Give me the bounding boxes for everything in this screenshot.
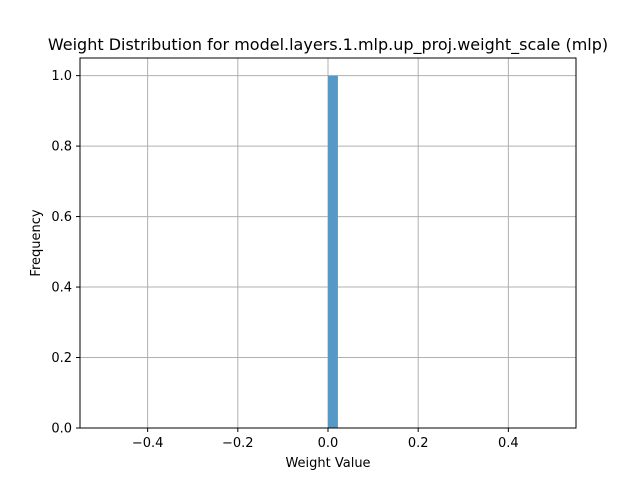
x-tick-label: −0.4 <box>132 436 164 451</box>
histogram-bar <box>328 75 338 428</box>
x-axis-label: Weight Value <box>285 456 370 471</box>
y-tick-label: 0.4 <box>51 281 72 296</box>
y-tick-label: 1.0 <box>51 69 72 84</box>
chart-title: Weight Distribution for model.layers.1.m… <box>48 35 608 55</box>
x-ticks: −0.4 −0.2 0.0 0.2 0.4 <box>132 428 519 451</box>
y-tick-label: 0.6 <box>51 210 72 225</box>
x-tick-label: −0.2 <box>222 436 254 451</box>
x-tick-label: 0.0 <box>318 436 339 451</box>
y-tick-label: 0.2 <box>51 351 72 366</box>
y-ticks: 0.0 0.2 0.4 0.6 0.8 1.0 <box>51 69 80 437</box>
y-tick-label: 0.8 <box>51 140 72 155</box>
y-tick-label: 0.0 <box>51 422 72 437</box>
y-axis-label: Frequency <box>29 209 44 276</box>
bars-layer <box>328 75 338 428</box>
x-tick-label: 0.2 <box>408 436 429 451</box>
x-tick-label: 0.4 <box>498 436 519 451</box>
